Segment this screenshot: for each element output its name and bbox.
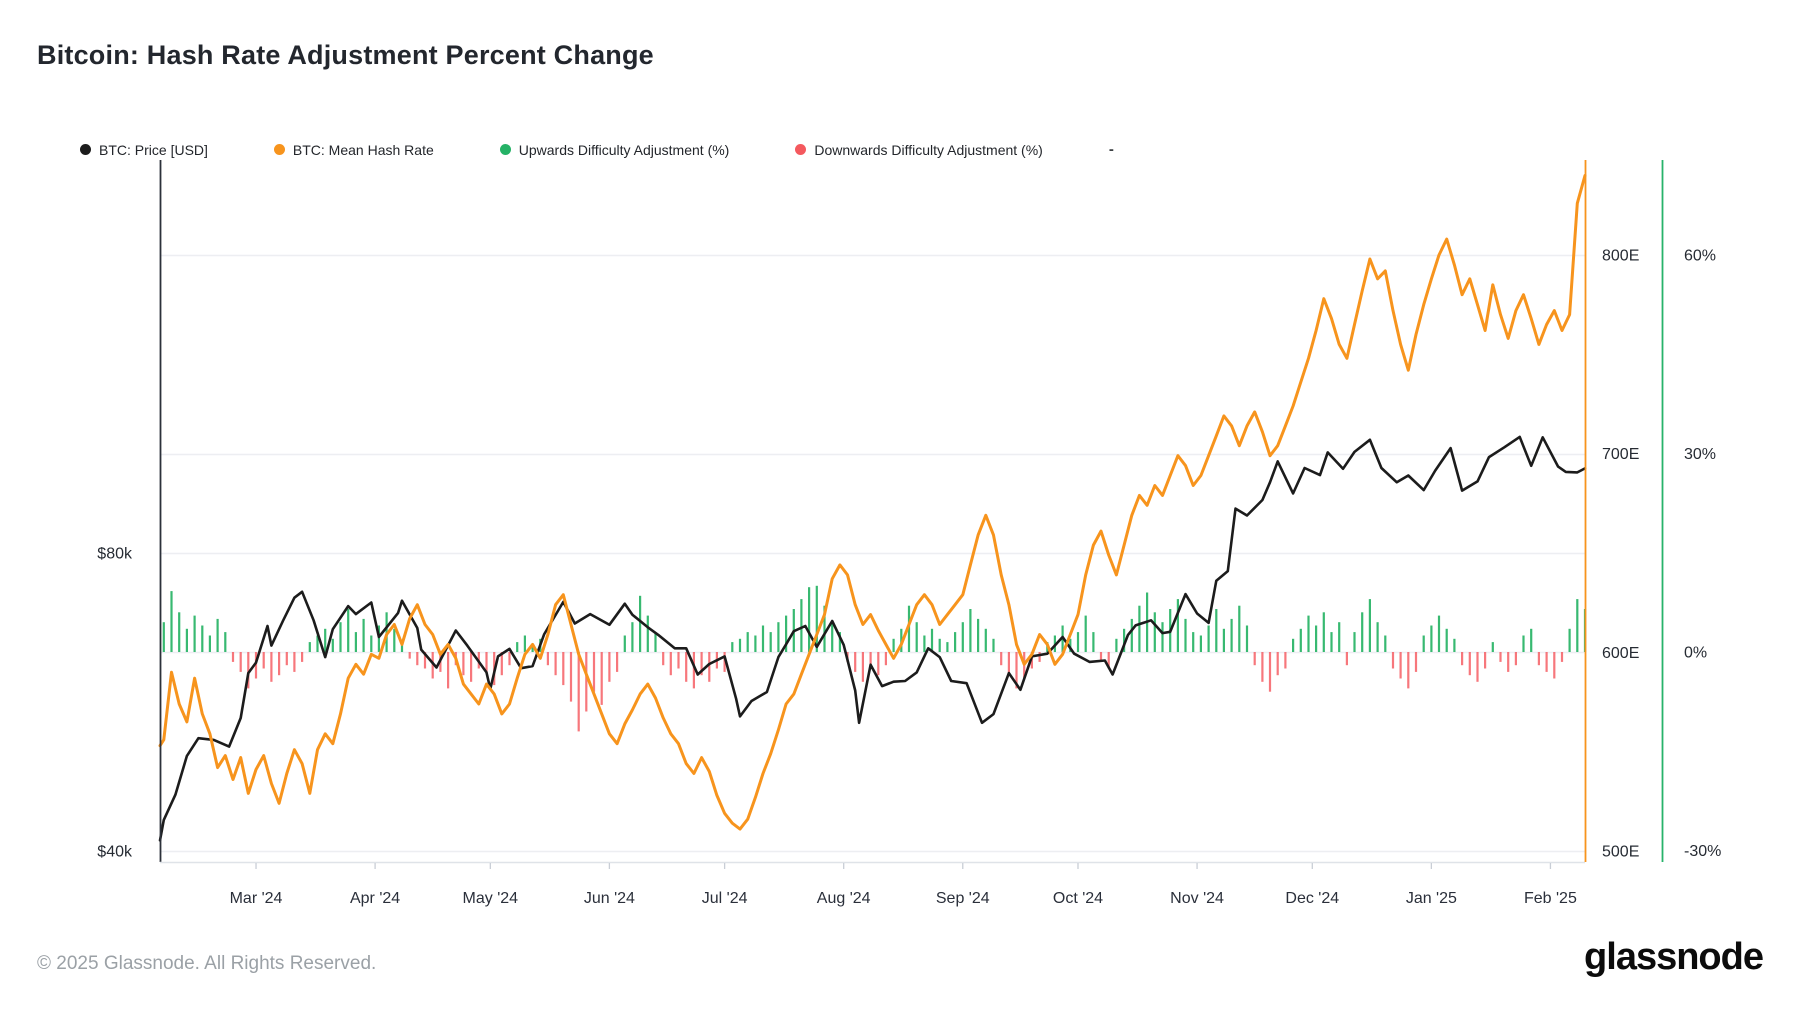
- x-tick-label: Jul '24: [702, 890, 748, 907]
- price-tick-label: $40k: [97, 844, 133, 861]
- legend-item-3[interactable]: Downwards Difficulty Adjustment (%): [795, 141, 1043, 158]
- hash-rate-tick-label: 500E: [1602, 844, 1639, 861]
- x-tick-label: Mar '24: [230, 890, 283, 907]
- price-tick-label: $80k: [97, 546, 133, 563]
- legend-item-1[interactable]: BTC: Mean Hash Rate: [273, 141, 434, 158]
- legend-item-label: BTC: Price [USD]: [99, 141, 208, 158]
- legend-dot-icon: [795, 144, 807, 155]
- legend-item-label: BTC: Mean Hash Rate: [292, 141, 434, 158]
- x-tick-label: Dec '24: [1285, 890, 1339, 907]
- percent-tick-label: 60%: [1684, 248, 1716, 265]
- legend-dot-icon: [499, 144, 511, 155]
- x-tick-label: Apr '24: [350, 890, 400, 907]
- downwards-difficulty-bars: [231, 652, 1564, 732]
- x-axis-ticks: Mar '24 Apr '24 May '24 Jun '24 Jul '24 Aug '…: [230, 863, 1577, 907]
- legend-item-label: Upwards Difficulty Adjustment (%): [518, 141, 730, 158]
- legend: BTC: Price [USD] BTC: Mean Hash Rate Upwar…: [80, 141, 1114, 158]
- hash-rate-tick-label: 700E: [1602, 446, 1639, 463]
- x-tick-label: Feb '25: [1524, 890, 1577, 907]
- x-tick-label: Jun '24: [584, 890, 635, 907]
- percent-tick-label: -30%: [1684, 843, 1721, 860]
- axis-lines: [159, 160, 1664, 864]
- btc-price-line: [158, 435, 1587, 842]
- legend-item-4[interactable]: -: [1109, 141, 1114, 158]
- x-tick-label: May '24: [463, 890, 519, 907]
- btc-mean-hash-rate-line: [158, 174, 1587, 831]
- copyright-text: © 2025 Glassnode. All Rights Reserved.: [37, 953, 377, 974]
- legend-dot-icon: [273, 144, 285, 155]
- legend-empty-dash: -: [1108, 141, 1114, 158]
- y-axis-labels: $80k $40k 800E 700E 600E 500E 60% 30% 0% -30%: [97, 248, 1721, 861]
- gridlines: [160, 254, 1585, 853]
- glassnode-logo: glassnode: [1584, 936, 1764, 978]
- hash-rate-tick-label: 800E: [1602, 248, 1639, 265]
- x-tick-label: Jan '25: [1406, 890, 1457, 907]
- legend-dot-icon: [80, 144, 91, 155]
- x-tick-label: Sep '24: [936, 890, 990, 907]
- legend-item-0[interactable]: BTC: Price [USD]: [80, 142, 208, 158]
- x-tick-label: Aug '24: [817, 890, 871, 907]
- legend-item-2[interactable]: Upwards Difficulty Adjustment (%): [499, 141, 730, 158]
- page-title: Bitcoin: Hash Rate Adjustment Percent Ch…: [37, 40, 654, 70]
- x-tick-label: Nov '24: [1170, 890, 1224, 907]
- legend-item-label: Downwards Difficulty Adjustment (%): [814, 141, 1043, 158]
- x-tick-label: Oct '24: [1053, 890, 1103, 907]
- percent-tick-label: 30%: [1684, 446, 1716, 463]
- percent-tick-label: 0%: [1684, 645, 1707, 662]
- hash-rate-tick-label: 600E: [1602, 645, 1639, 662]
